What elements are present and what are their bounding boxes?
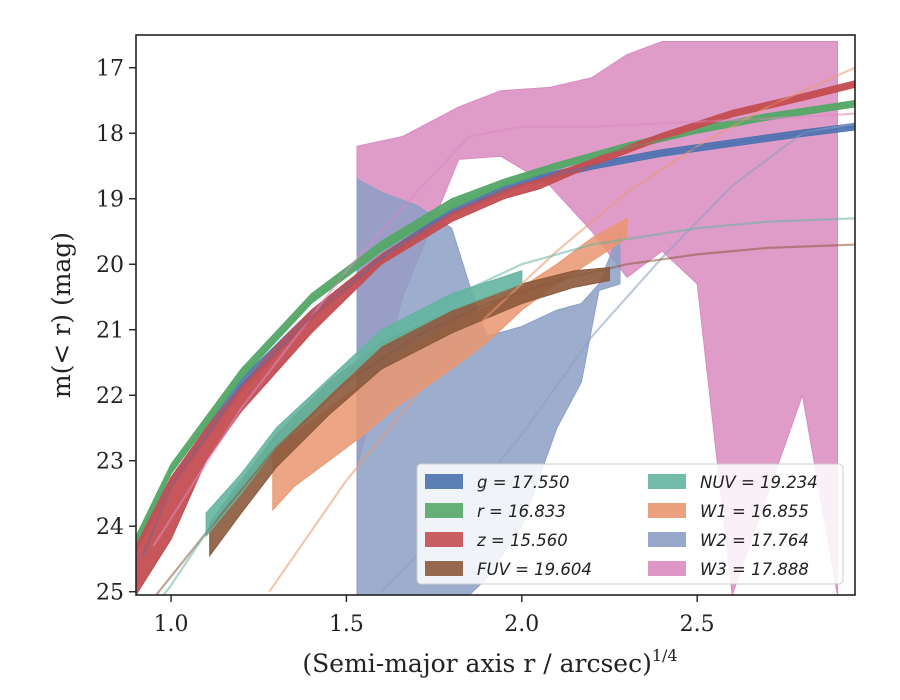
x-axis: 1.0 1.5 2.0 2.5 [154,595,715,637]
legend-swatch-g [425,474,463,489]
legend-box [416,463,844,585]
legend-label-nuv: NUV = 19.234 [700,473,818,492]
legend-swatch-fuv [425,561,463,576]
uncertainty-bands [136,41,855,595]
legend-swatch-w2 [648,532,686,547]
x-tick-label: 1.5 [329,612,364,637]
band-r [136,99,855,547]
y-axis: 17 18 19 20 21 22 23 24 25 [96,57,136,606]
model-curve-nuv [162,217,855,595]
legend-swatch-r [425,503,463,518]
legend-label-w3: W3 = 17.888 [700,560,809,579]
y-tick-label: 22 [96,384,124,409]
model-curve-fuv [154,243,855,595]
legend-items: g = 17.550 r = 16.833 z = 15.560 FUV = 19.6… [425,473,818,579]
model-curve-r [136,102,855,544]
model-curve-g [141,125,855,557]
legend-label-fuv: FUV = 19.604 [477,560,592,579]
y-tick-label: 19 [96,188,124,213]
legend-swatch-nuv [648,474,686,489]
model-curves [136,66,855,595]
x-tick-label: 2.5 [680,612,715,637]
y-tick-label: 24 [96,515,124,540]
y-axis-label: m(< r) (mag) [47,232,76,398]
band-z [136,80,855,595]
legend-label-w2: W2 = 17.764 [700,531,809,550]
y-tick-label: 25 [96,581,124,606]
plot-frame [135,34,856,596]
y-tick-label: 20 [96,253,124,278]
model-curve-z [141,83,855,553]
legend-swatch-z [425,532,463,547]
legend-label-g: g = 17.550 [477,473,570,492]
legend-label-w1: W1 = 16.855 [700,502,809,521]
y-tick-label: 18 [96,122,124,147]
x-axis-label: (Semi-major axis r / arcsec)1/4 [302,646,677,678]
band-w3 [356,41,838,595]
x-tick-label: 1.0 [154,612,189,637]
legend-label-z: z = 15.560 [476,531,568,550]
y-tick-label: 23 [96,450,124,475]
y-tick-label: 21 [96,319,124,344]
y-tick-label: 17 [96,57,124,82]
x-tick-label: 2.0 [504,612,539,637]
legend: g = 17.550 r = 16.833 z = 15.560 FUV = 19.6… [416,463,844,585]
legend-swatch-w3 [648,561,686,576]
x-axis-label-exponent: 1/4 [652,646,678,665]
plot-area [136,41,855,595]
legend-swatch-w1 [648,503,686,518]
legend-label-r: r = 16.833 [477,502,566,521]
